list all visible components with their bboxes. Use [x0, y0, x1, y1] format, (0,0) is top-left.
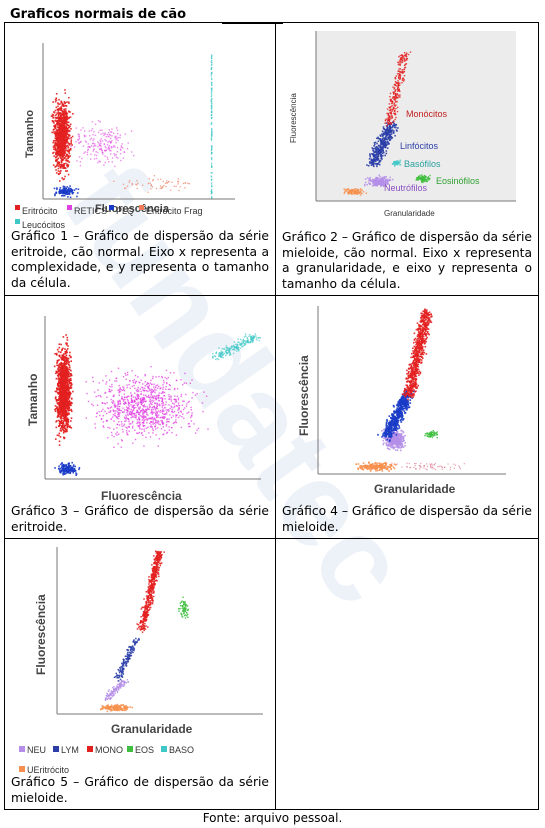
figure-cell-3: Fluorescência Tamanho Gráfico 3 – Gráfic…	[4, 295, 276, 539]
legend-swatch-eritrocito-frag	[139, 205, 144, 210]
scatter-plot-4: Granularidade Fluorescência	[297, 306, 506, 496]
y-axis-label: Fluorescência	[297, 355, 311, 436]
legend-item-eritrocito: Eritrócito	[22, 206, 58, 216]
cluster-neu	[104, 679, 130, 701]
cluster-ueritrocito	[355, 461, 397, 472]
legend-swatch-leucocitos	[15, 219, 20, 224]
cluster-eosinofilos	[424, 430, 439, 439]
caption-4: Gráfico 4 – Gráfico de dispersão da séri…	[282, 504, 532, 534]
cluster-eosinofilos	[415, 174, 431, 184]
empty-cell	[275, 538, 539, 810]
cluster-mono	[136, 550, 165, 633]
caption-3: Gráfico 3 – Gráfico de dispersão da séri…	[11, 504, 269, 534]
figure-cell-4: Granularidade Fluorescência Gráfico 4 – …	[275, 295, 539, 539]
legend-item-leucocitos: Leucócitos	[22, 220, 66, 230]
caption-5: Gráfico 5 – Gráfico de dispersão da séri…	[11, 775, 269, 805]
legend-swatch-plq	[109, 205, 114, 210]
annotation-eosinofilos: Eosinófilos	[436, 176, 480, 186]
legend-item-baso: BASO	[169, 745, 194, 755]
legend-swatch-baso	[161, 746, 167, 752]
cluster-lavender	[381, 426, 406, 452]
x-axis-label: Granularidade	[111, 722, 193, 736]
cluster-retics	[65, 118, 135, 168]
cluster-retics	[85, 366, 209, 448]
legend-item-eritrocito-frag: Eritrócito Frag	[146, 206, 203, 216]
cluster-neutrofilos	[363, 174, 394, 187]
annotation-basofilos: Basófilos	[404, 159, 441, 169]
caption-1: Gráfico 1 – Gráfico de dispersão da séri…	[11, 229, 269, 290]
legend-swatch-neu	[19, 746, 25, 752]
legend-swatch-retics	[67, 205, 72, 210]
cluster-ueritrocito	[343, 188, 368, 196]
x-axis-label: Fluorescência	[101, 489, 182, 503]
plot-background	[316, 31, 516, 201]
legend-swatch-eos	[127, 746, 133, 752]
x-axis-label: Granularidade	[384, 209, 435, 218]
cluster-lym	[113, 637, 140, 682]
x-axis-label: Granularidade	[374, 482, 456, 496]
cluster-leucocitos	[210, 54, 213, 199]
caption-2: Gráfico 2 – Gráfico de dispersão da séri…	[282, 230, 532, 291]
legend: Eritrócito RETICS PLQ Eritrócito Frag Le…	[15, 205, 203, 230]
figure-cell-1: Fluorescência Tamanho Eritrócito RETICS …	[4, 22, 276, 296]
legend-swatch-eritrocito	[15, 205, 20, 210]
legend-item-mono: MONO	[95, 745, 123, 755]
scatter-plot-3: Fluorescência Tamanho	[26, 316, 261, 503]
cluster-eritrocito	[50, 89, 74, 182]
cluster-plq	[54, 461, 81, 476]
page-title: Graficos normais de cão	[10, 7, 187, 22]
legend-item-eos: EOS	[135, 745, 154, 755]
cluster-eritrocito	[53, 334, 74, 446]
legend: NEU LYM MONO EOS BASO UEritrócito	[19, 745, 194, 775]
legend-item-ueritrocito: UEritrócito	[27, 765, 69, 775]
cluster-monocitos	[401, 308, 433, 401]
legend-item-neu: NEU	[27, 745, 46, 755]
cluster-dust	[391, 462, 465, 471]
cluster-monocitos	[384, 51, 412, 127]
y-axis-label: Tamanho	[24, 110, 36, 158]
cluster-eos	[178, 596, 189, 619]
cluster-ueritrocito	[100, 703, 133, 713]
legend-item-retics: RETICS	[74, 206, 107, 216]
scatter-plot-1: Fluorescência Tamanho Eritrócito RETICS …	[15, 43, 235, 230]
y-axis-label: Tamanho	[26, 374, 40, 426]
figure-cell-5: Granularidade Fluorescência NEU LYM MONO…	[4, 538, 276, 810]
cluster-eritrocito-frag	[113, 175, 190, 193]
legend-item-plq: PLQ	[116, 206, 134, 216]
legend-swatch-lym	[53, 746, 59, 752]
annotation-linfocitos: Linfócitos	[400, 141, 439, 151]
figure-cell-2: Granularidade Fluorescência Monócitos Li…	[275, 22, 539, 296]
annotation-neutrofilos: Neutrófilos	[384, 183, 428, 193]
cluster-basofilos	[391, 159, 402, 167]
title-rule	[222, 23, 283, 24]
legend-item-lym: LYM	[61, 745, 79, 755]
cluster-leucocitos	[212, 333, 261, 361]
legend-swatch-ueritrocito	[19, 766, 25, 772]
source-note: Fonte: arquivo pessoal.	[202, 811, 343, 825]
annotation-monocitos: Monócitos	[406, 109, 448, 119]
scatter-plot-2: Granularidade Fluorescência Monócitos Li…	[289, 31, 516, 218]
y-axis-label: Fluorescência	[289, 93, 298, 143]
cluster-linfocitos	[366, 119, 399, 168]
scatter-plot-5: Granularidade Fluorescência NEU LYM MONO…	[19, 547, 263, 775]
cluster-plq	[53, 185, 80, 199]
y-axis-label: Fluorescência	[34, 594, 48, 675]
legend-swatch-mono	[87, 746, 93, 752]
